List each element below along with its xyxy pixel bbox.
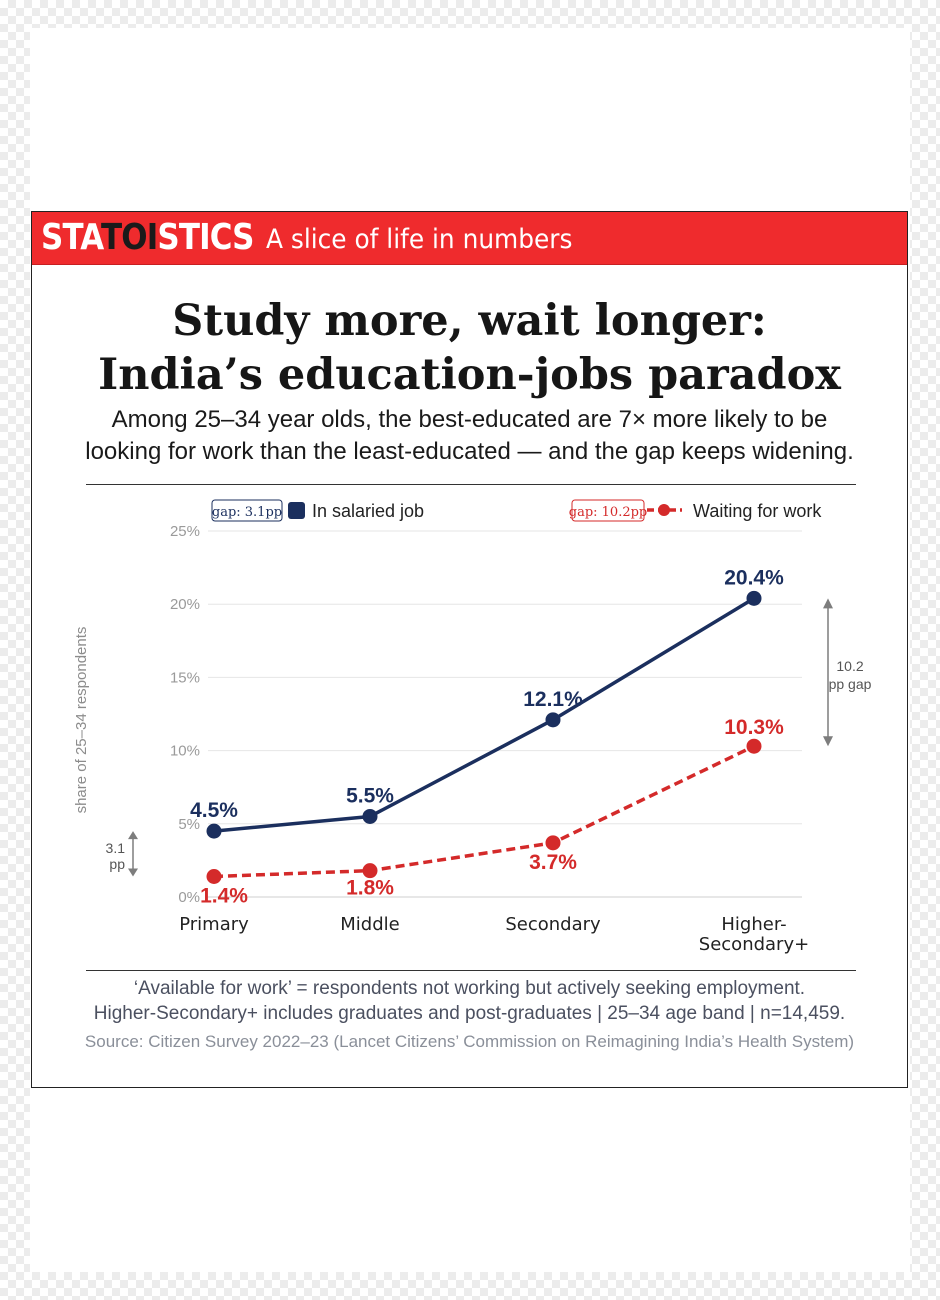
footnote-line-1: ‘Available for work’ = respondents not w…: [133, 978, 806, 999]
point-waiting: [545, 835, 561, 851]
y-tick-label: 15%: [170, 669, 200, 686]
gap-arrowhead-up-primary: [128, 831, 138, 840]
title-line-1: Study more, wait longer:: [172, 296, 767, 346]
subtitle-line-2: looking for work than the least-educated…: [85, 438, 854, 465]
point-salaried: [545, 712, 561, 728]
logo-part-sta: STA: [41, 217, 102, 258]
x-tick-label: Secondary+: [699, 934, 809, 955]
data-label-salaried: 12.1%: [523, 688, 583, 711]
y-tick-label: 5%: [178, 816, 200, 833]
legend-badge-waiting: [571, 499, 645, 522]
legend-label-waiting: Waiting for work: [693, 501, 822, 521]
top-divider: [86, 484, 856, 485]
data-label-salaried: 4.5%: [190, 799, 238, 822]
point-salaried: [206, 823, 222, 839]
line-chart: 0% 5% 10% 15% 20% 25% share of 25–34 responden…: [73, 499, 872, 955]
legend-label-salaried: In salaried job: [312, 501, 424, 521]
brand-banner: STATOISTICS A slice of life in numbers: [32, 212, 907, 265]
x-tick-label: Higher-: [721, 914, 786, 935]
series-line-salaried: [213, 596, 755, 833]
infographic-card: STATOISTICS A slice of life in numbers S…: [31, 211, 908, 1088]
y-tick-label: 20%: [170, 596, 200, 613]
y-axis-title: share of 25–34 respondents: [73, 627, 90, 814]
footer-notes: ‘Available for work’ = respondents not w…: [32, 976, 907, 1054]
y-tick-label: 10%: [170, 743, 200, 760]
x-tick-label: Primary: [179, 914, 249, 935]
point-salaried: [362, 808, 378, 824]
y-tick-label: 25%: [170, 523, 200, 540]
legend-badge-salaried-text: gap: 3.1pp: [212, 505, 282, 520]
point-waiting: [206, 869, 222, 885]
statoistics-logo: STATOISTICS: [41, 216, 254, 260]
gap-arrowhead-down-higher: [823, 736, 833, 747]
legend-marker-waiting: [658, 504, 670, 516]
x-tick-label: Middle: [340, 914, 399, 935]
x-tick-label: Secondary: [505, 914, 601, 935]
data-label-salaried: 20.4%: [724, 566, 784, 589]
gap-arrowhead-up-higher: [823, 598, 833, 609]
data-label-waiting: 3.7%: [529, 851, 577, 874]
legend-badge-waiting-text: gap: 10.2pp: [569, 505, 648, 520]
gap-arrowhead-down-primary: [128, 868, 138, 877]
data-label-waiting: 1.4%: [200, 885, 248, 908]
logo-part-stics: STICS: [157, 217, 254, 258]
logo-part-toi: TOI: [100, 217, 158, 258]
gap-label-higher: 10.2: [836, 658, 863, 674]
legend-badge-salaried: [211, 499, 283, 522]
gap-label-higher-unit: pp gap: [829, 676, 872, 692]
point-waiting: [362, 863, 378, 879]
source-line: Source: Citizen Survey 2022–23 (Lancet C…: [84, 1032, 855, 1051]
chart-title: Study more, wait longer: India’s educati…: [32, 294, 907, 402]
subtitle-line-1: Among 25–34 year olds, the best-educated…: [111, 406, 828, 433]
legend-swatch-salaried: [288, 502, 305, 519]
chart-subtitle: Among 25–34 year olds, the best-educated…: [32, 404, 907, 468]
gap-label-primary: 3.1: [106, 840, 126, 856]
tagline: A slice of life in numbers: [266, 224, 573, 255]
data-label-waiting: 10.3%: [724, 716, 784, 739]
footnote-line-2: Higher-Secondary+ includes graduates and…: [93, 1003, 846, 1024]
gap-label-primary-unit: pp: [109, 856, 125, 872]
data-label-waiting: 1.8%: [346, 877, 394, 900]
data-label-salaried: 5.5%: [346, 784, 394, 807]
series-line-waiting: [213, 744, 755, 879]
y-tick-label: 0%: [178, 889, 200, 906]
bottom-divider: [86, 970, 856, 971]
point-salaried: [746, 590, 762, 606]
point-waiting: [746, 738, 762, 754]
title-line-2: India’s education-jobs paradox: [98, 350, 841, 400]
